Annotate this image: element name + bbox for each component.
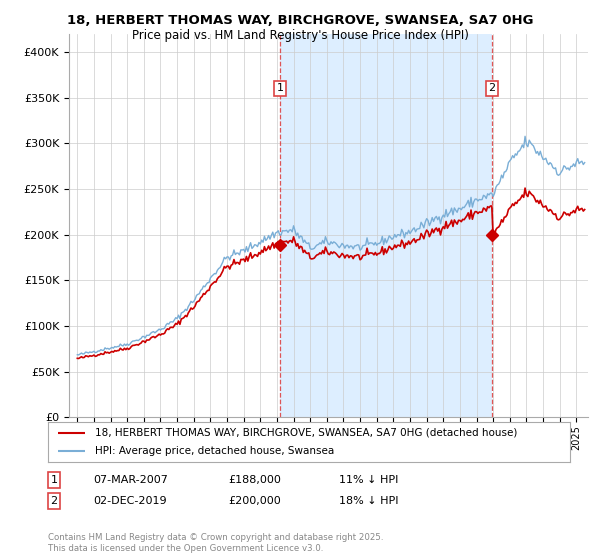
Text: 18, HERBERT THOMAS WAY, BIRCHGROVE, SWANSEA, SA7 0HG: 18, HERBERT THOMAS WAY, BIRCHGROVE, SWAN… <box>67 14 533 27</box>
Text: 2: 2 <box>488 83 496 94</box>
Text: Price paid vs. HM Land Registry's House Price Index (HPI): Price paid vs. HM Land Registry's House … <box>131 29 469 42</box>
Bar <box>280 34 492 417</box>
Text: 11% ↓ HPI: 11% ↓ HPI <box>339 475 398 485</box>
Text: Contains HM Land Registry data © Crown copyright and database right 2025.
This d: Contains HM Land Registry data © Crown c… <box>48 533 383 553</box>
Text: 07-MAR-2007: 07-MAR-2007 <box>93 475 168 485</box>
Text: HPI: Average price, detached house, Swansea: HPI: Average price, detached house, Swan… <box>95 446 334 456</box>
Text: £200,000: £200,000 <box>228 496 281 506</box>
Text: £188,000: £188,000 <box>228 475 281 485</box>
Text: 1: 1 <box>50 475 58 485</box>
Text: 1: 1 <box>277 83 283 94</box>
Text: 18, HERBERT THOMAS WAY, BIRCHGROVE, SWANSEA, SA7 0HG (detached house): 18, HERBERT THOMAS WAY, BIRCHGROVE, SWAN… <box>95 428 517 438</box>
Text: 18% ↓ HPI: 18% ↓ HPI <box>339 496 398 506</box>
Text: 2: 2 <box>50 496 58 506</box>
Text: 02-DEC-2019: 02-DEC-2019 <box>93 496 167 506</box>
